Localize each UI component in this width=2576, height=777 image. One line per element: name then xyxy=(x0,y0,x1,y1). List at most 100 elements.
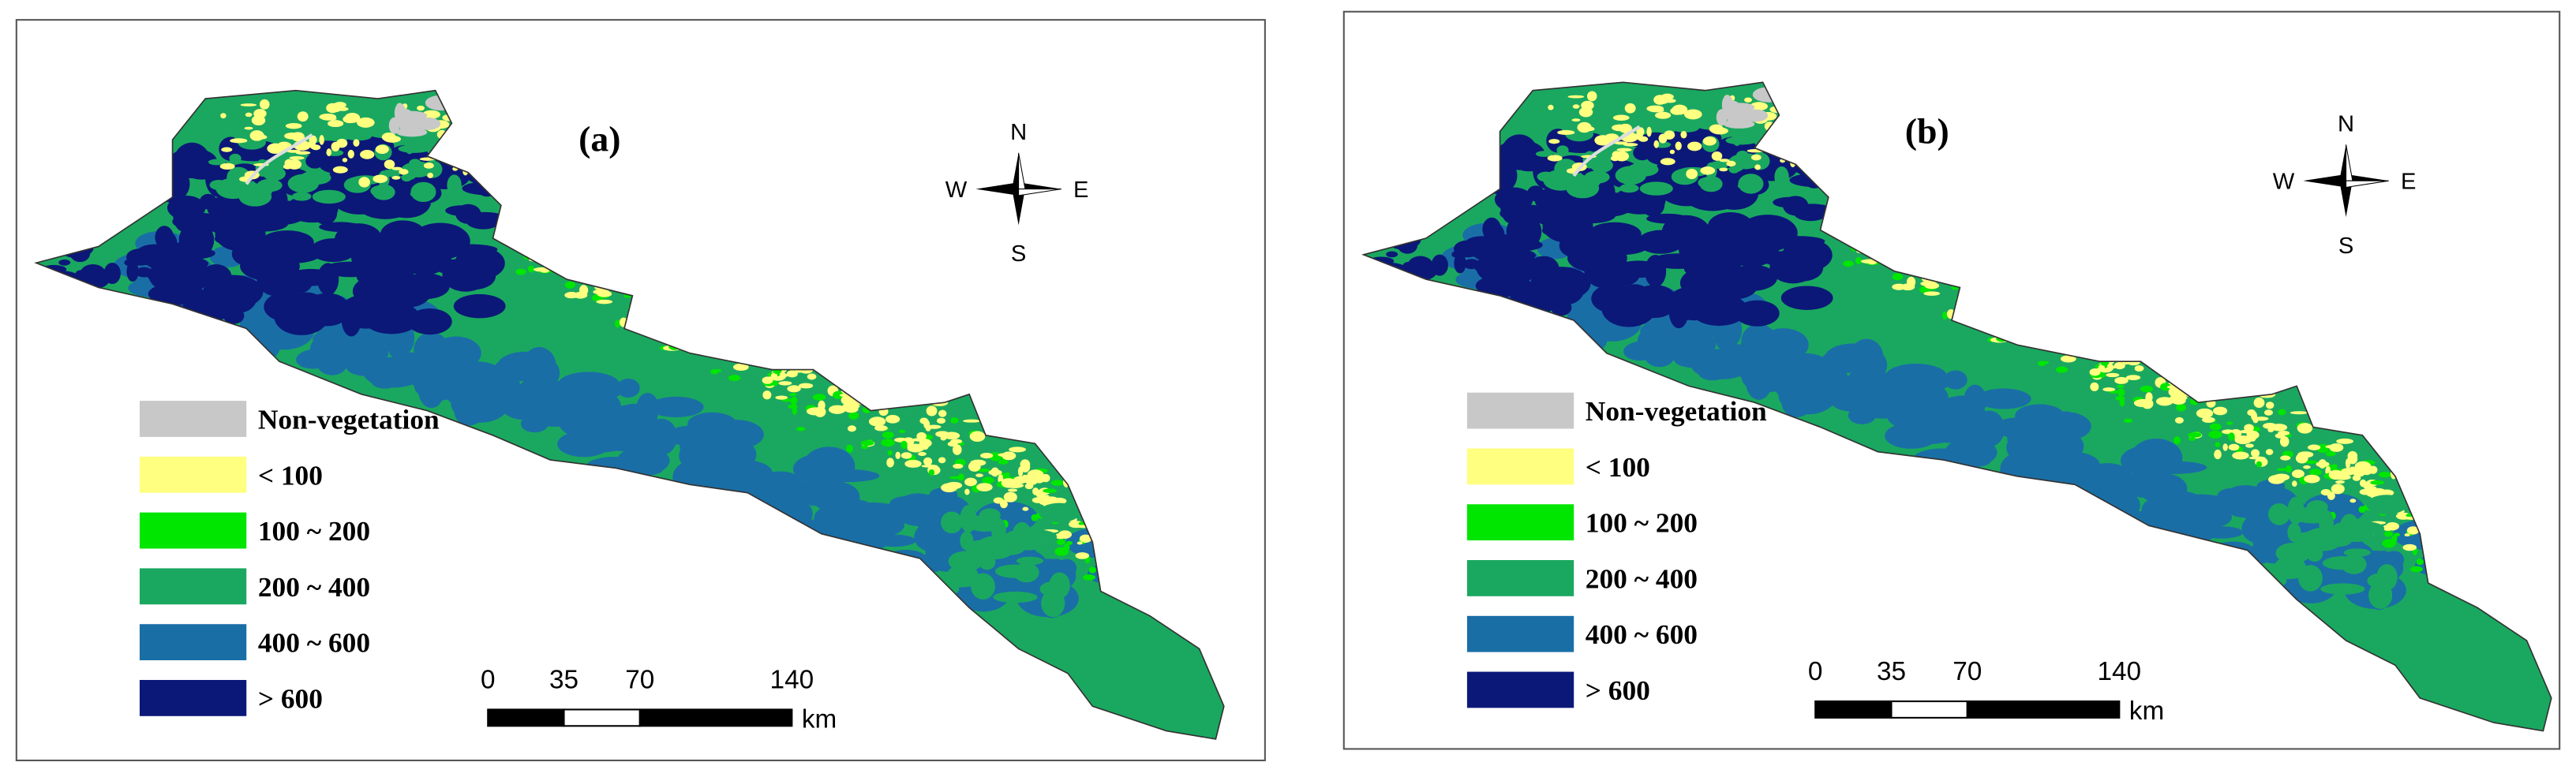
map-patch xyxy=(2280,455,2291,461)
legend-label: 200 ~ 400 xyxy=(258,571,370,603)
map-patch xyxy=(2349,499,2357,503)
map-patch xyxy=(1386,251,1398,258)
map-patch xyxy=(860,440,874,446)
map-patch xyxy=(259,99,270,110)
map-patch xyxy=(291,192,312,201)
map-patch xyxy=(2265,402,2275,409)
map-patch xyxy=(2415,634,2447,652)
map-patch xyxy=(935,431,949,438)
map-patch xyxy=(517,379,542,409)
map-patch xyxy=(1533,268,1586,290)
legend-swatch xyxy=(139,512,247,549)
map-patch xyxy=(1592,97,1610,106)
map-patch xyxy=(370,372,400,389)
map-patch xyxy=(1533,205,1576,226)
map-patch xyxy=(2298,565,2323,592)
map-patch xyxy=(788,393,797,397)
map-patch xyxy=(401,273,450,300)
map-patch xyxy=(971,573,995,600)
map-patch xyxy=(2334,480,2345,484)
panel: (b) N S W E Non-vegetation < 100 100 ~ 200 200 ~… xyxy=(1342,10,2561,750)
map-patch xyxy=(596,299,613,304)
compass-s: S xyxy=(1011,241,1026,267)
map-patch xyxy=(1477,252,1492,259)
map-patch xyxy=(636,393,660,425)
map-patch xyxy=(1588,222,1642,246)
map-patch xyxy=(2202,417,2215,423)
map-patch xyxy=(399,122,415,136)
map-patch xyxy=(775,395,788,400)
map-patch xyxy=(1924,282,1940,290)
map-patch xyxy=(2125,375,2141,381)
map-patch xyxy=(221,147,233,152)
map-patch xyxy=(208,159,226,166)
map-patch xyxy=(814,406,826,417)
map-patch xyxy=(2141,398,2154,409)
map-patch xyxy=(969,431,986,443)
map-patch xyxy=(455,204,481,224)
map-patch xyxy=(2336,438,2354,444)
map-patch xyxy=(2278,431,2290,436)
map-patch xyxy=(1506,214,1542,250)
map-patch xyxy=(1051,497,1067,505)
map-patch xyxy=(1973,410,2005,447)
map-patch xyxy=(326,148,332,157)
map-patch xyxy=(957,473,964,481)
map-patch xyxy=(2406,526,2420,535)
map-patch xyxy=(239,215,289,232)
map-patch xyxy=(414,332,450,368)
legend-label: 200 ~ 400 xyxy=(1586,562,1698,594)
map-patch xyxy=(703,458,763,495)
map-patch xyxy=(1646,126,1652,137)
map-patch xyxy=(219,162,235,170)
map-patch xyxy=(2208,430,2222,439)
map-patch xyxy=(339,243,357,257)
map-patch xyxy=(1944,370,1968,390)
map-patch xyxy=(394,103,406,123)
map-patch xyxy=(1638,136,1649,142)
map-patch xyxy=(2279,435,2290,447)
map-patch xyxy=(316,350,348,375)
map-patch xyxy=(2339,521,2385,536)
map-patch xyxy=(2287,496,2305,525)
map-patch xyxy=(2102,387,2116,392)
map-patch xyxy=(1885,423,1938,449)
map-patch xyxy=(317,263,339,296)
map-patch xyxy=(1032,487,1039,495)
map-patch xyxy=(244,126,253,130)
map-patch xyxy=(762,376,773,384)
map-patch xyxy=(1726,160,1736,167)
map-patch xyxy=(2366,495,2407,515)
map-patch xyxy=(1719,167,1728,172)
map-patch xyxy=(988,469,1002,476)
map-patch xyxy=(2265,449,2274,455)
map-patch xyxy=(2325,444,2343,449)
map-patch xyxy=(1004,472,1010,476)
map-patch xyxy=(358,177,370,188)
legend-label: < 100 xyxy=(258,459,323,491)
compass-s: S xyxy=(2338,233,2353,259)
scale-label: 140 xyxy=(770,665,814,694)
map-patch xyxy=(1022,506,1029,511)
map-patch xyxy=(360,150,375,159)
legend-swatch xyxy=(139,568,247,605)
map-patch xyxy=(2341,468,2356,476)
map-patch xyxy=(1754,164,1761,170)
map-patch xyxy=(407,308,452,335)
map-patch xyxy=(1683,109,1702,120)
map-patch xyxy=(2253,397,2265,409)
map-patch xyxy=(2048,431,2078,447)
map-patch xyxy=(1612,124,1628,132)
map-patch xyxy=(1653,140,1659,148)
map-patch xyxy=(1133,689,1148,715)
map-patch xyxy=(331,141,340,152)
map-patch xyxy=(960,505,977,532)
map-patch xyxy=(1975,388,2031,409)
map-patch xyxy=(980,452,994,459)
map-patch xyxy=(1582,126,1594,131)
map-patch xyxy=(680,435,721,458)
map-patch xyxy=(1009,446,1027,453)
map-patch xyxy=(1741,323,1777,360)
map-patch xyxy=(1614,141,1628,145)
map-patch xyxy=(1646,213,1689,224)
